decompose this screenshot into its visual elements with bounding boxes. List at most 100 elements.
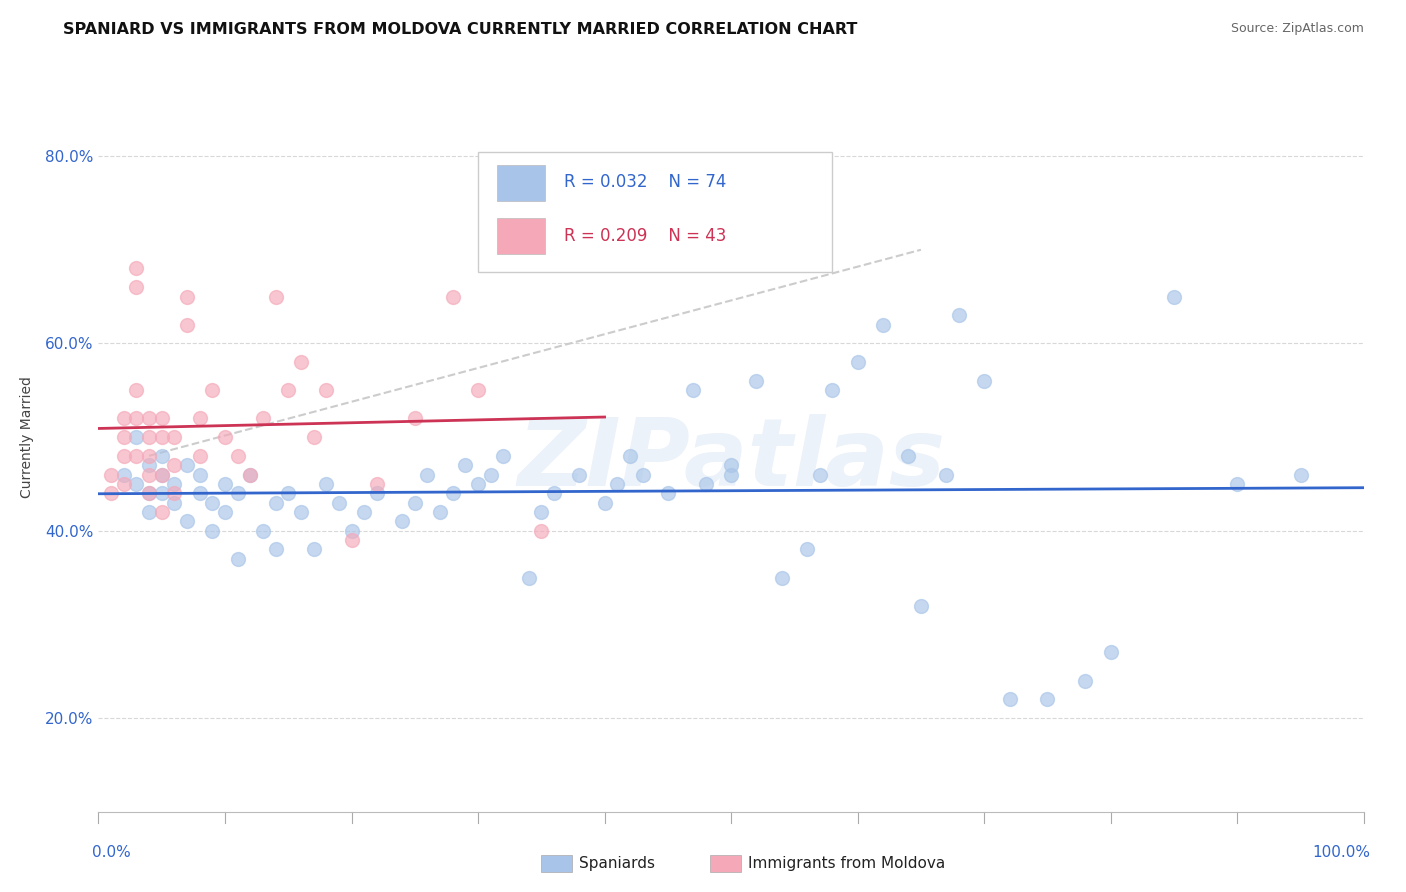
Point (214, 476, 236, 491)
Point (796, 542, 818, 557)
Point (150, 505, 173, 519)
Point (201, 496, 224, 510)
Point (163, 496, 186, 510)
Point (897, 449, 920, 463)
Point (543, 486, 565, 500)
Point (138, 430, 160, 444)
Point (619, 449, 641, 463)
Point (201, 524, 224, 538)
Point (530, 505, 553, 519)
Point (441, 486, 464, 500)
Point (1226, 476, 1249, 491)
Point (998, 692, 1021, 706)
Text: R = 0.032    N = 74: R = 0.032 N = 74 (564, 173, 727, 191)
Point (163, 430, 186, 444)
Point (479, 467, 502, 482)
Point (302, 430, 325, 444)
Point (416, 467, 439, 482)
Point (138, 449, 160, 463)
Point (163, 458, 186, 473)
Text: Immigrants from Moldova: Immigrants from Moldova (748, 856, 945, 871)
Point (391, 514, 413, 528)
Point (429, 505, 451, 519)
Point (214, 430, 236, 444)
Point (125, 430, 148, 444)
Point (112, 476, 135, 491)
Point (467, 476, 489, 491)
Point (1289, 467, 1312, 482)
Text: ZIPatlas: ZIPatlas (517, 414, 945, 506)
Point (112, 430, 135, 444)
Point (264, 289, 287, 303)
Point (315, 384, 337, 398)
FancyBboxPatch shape (498, 165, 546, 201)
Point (138, 467, 160, 482)
Point (125, 261, 148, 276)
Text: Spaniards: Spaniards (579, 856, 655, 871)
Point (606, 476, 628, 491)
Point (150, 430, 173, 444)
Text: Source: ZipAtlas.com: Source: ZipAtlas.com (1230, 22, 1364, 36)
Point (404, 411, 426, 425)
Point (138, 486, 160, 500)
Point (366, 486, 388, 500)
Point (1074, 673, 1097, 688)
Point (454, 458, 477, 473)
FancyBboxPatch shape (478, 153, 832, 272)
Point (948, 308, 970, 322)
Text: 100.0%: 100.0% (1312, 846, 1369, 861)
Point (1036, 692, 1059, 706)
Point (695, 476, 717, 491)
Point (100, 486, 122, 500)
Point (112, 449, 135, 463)
Point (201, 384, 224, 398)
Point (150, 486, 173, 500)
Point (720, 467, 742, 482)
Point (150, 467, 173, 482)
Point (745, 374, 768, 388)
Point (163, 486, 186, 500)
Point (846, 355, 869, 369)
Point (682, 384, 704, 398)
Point (910, 599, 932, 613)
Point (125, 449, 148, 463)
Point (808, 467, 831, 482)
Point (277, 384, 299, 398)
Text: SPANIARD VS IMMIGRANTS FROM MOLDOVA CURRENTLY MARRIED CORRELATION CHART: SPANIARD VS IMMIGRANTS FROM MOLDOVA CURR… (63, 22, 858, 37)
Point (226, 449, 249, 463)
Point (112, 467, 135, 482)
Point (568, 467, 591, 482)
Point (973, 374, 995, 388)
Point (631, 467, 654, 482)
Point (1163, 289, 1185, 303)
Point (441, 289, 464, 303)
Point (366, 476, 388, 491)
Point (239, 467, 262, 482)
Point (252, 411, 274, 425)
Point (125, 280, 148, 294)
Point (188, 449, 211, 463)
Point (404, 496, 426, 510)
Point (188, 486, 211, 500)
Point (188, 411, 211, 425)
Point (214, 505, 236, 519)
Point (340, 524, 363, 538)
Point (125, 411, 148, 425)
Point (593, 496, 616, 510)
Point (290, 355, 312, 369)
Y-axis label: Currently Married: Currently Married (20, 376, 34, 498)
Point (264, 496, 287, 510)
Point (770, 571, 793, 585)
Point (290, 505, 312, 519)
Point (150, 449, 173, 463)
Point (872, 318, 894, 332)
Point (492, 449, 515, 463)
Point (138, 486, 160, 500)
Point (264, 542, 287, 557)
Point (125, 476, 148, 491)
Point (163, 476, 186, 491)
Point (239, 467, 262, 482)
Point (176, 458, 198, 473)
Point (150, 467, 173, 482)
Point (467, 384, 489, 398)
